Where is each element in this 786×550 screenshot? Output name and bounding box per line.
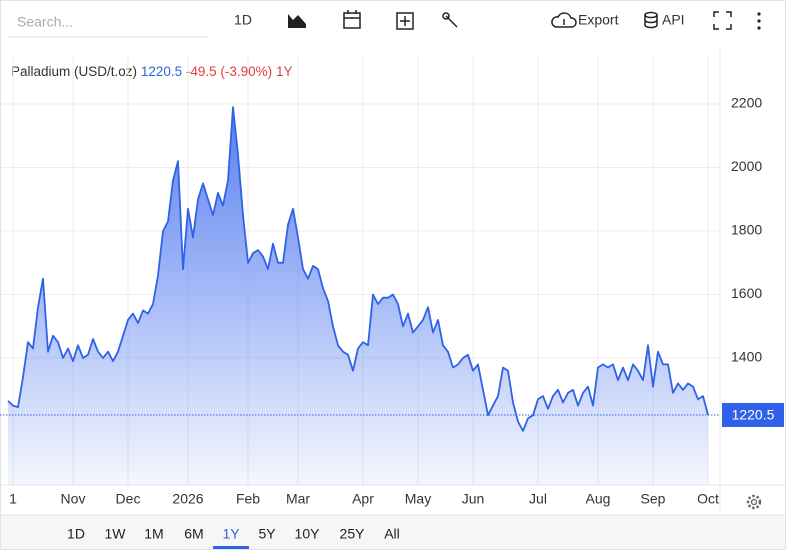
add-icon[interactable]: [396, 12, 414, 30]
x-tick-label: Oct: [697, 491, 719, 507]
chart-title: Palladium (USD/t.oz): [11, 64, 137, 79]
x-tick-label: Jul: [529, 491, 547, 507]
settings-tool-icon[interactable]: [442, 12, 458, 28]
interval-button[interactable]: 1D: [234, 12, 252, 28]
x-tick-label: Aug: [586, 491, 611, 507]
chart-type-icon[interactable]: [288, 14, 306, 28]
last-price-label: 1220.5: [732, 407, 775, 423]
y-tick-label: 2000: [731, 158, 762, 174]
y-tick-label: 1600: [731, 285, 762, 301]
export-label: Export: [578, 12, 619, 28]
x-tick-label: 1: [9, 491, 17, 507]
menu-icon[interactable]: [757, 12, 761, 30]
range-button[interactable]: 25Y: [340, 526, 366, 542]
last-price-marker: [722, 402, 784, 427]
x-tick-label: Sep: [641, 491, 666, 507]
x-tick-label: Feb: [236, 491, 260, 507]
x-tick-label: Apr: [352, 491, 374, 507]
range-button[interactable]: 1Y: [222, 526, 240, 542]
x-tick-label: Mar: [286, 491, 310, 507]
range-button[interactable]: 5Y: [258, 526, 276, 542]
x-tick-label: Jun: [462, 491, 485, 507]
range-bar: [1, 515, 785, 549]
period: 1Y: [276, 64, 293, 79]
range-button[interactable]: 1M: [144, 526, 163, 542]
area-fill: [8, 107, 708, 485]
x-tick-label: 2026: [172, 491, 203, 507]
x-tick-label: Nov: [61, 491, 86, 507]
search-box[interactable]: Search...: [17, 14, 73, 30]
range-button[interactable]: All: [384, 526, 400, 542]
axis-settings-icon[interactable]: [746, 494, 762, 510]
range-button[interactable]: 10Y: [295, 526, 321, 542]
x-tick-label: May: [405, 491, 431, 507]
price-change: -49.5 (-3.90%): [186, 64, 272, 79]
calendar-icon[interactable]: [343, 10, 361, 29]
y-tick-label: 1800: [731, 222, 762, 238]
api-button[interactable]: API: [644, 12, 685, 29]
range-button[interactable]: 6M: [184, 526, 203, 542]
chart-header: Palladium (USD/t.oz) 1220.5 -49.5 (-3.90…: [11, 64, 292, 79]
selected-underline: [213, 546, 249, 549]
fullscreen-icon[interactable]: [713, 11, 732, 30]
y-tick-label: 1400: [731, 349, 762, 365]
api-label: API: [662, 12, 685, 28]
range-button[interactable]: 1D: [67, 526, 85, 542]
range-button[interactable]: 1W: [105, 526, 127, 542]
y-tick-label: 2200: [731, 95, 762, 111]
export-button[interactable]: Export: [551, 12, 619, 28]
price-line: [7, 106, 709, 432]
last-price: 1220.5: [141, 64, 182, 79]
x-tick-label: Dec: [116, 491, 141, 507]
